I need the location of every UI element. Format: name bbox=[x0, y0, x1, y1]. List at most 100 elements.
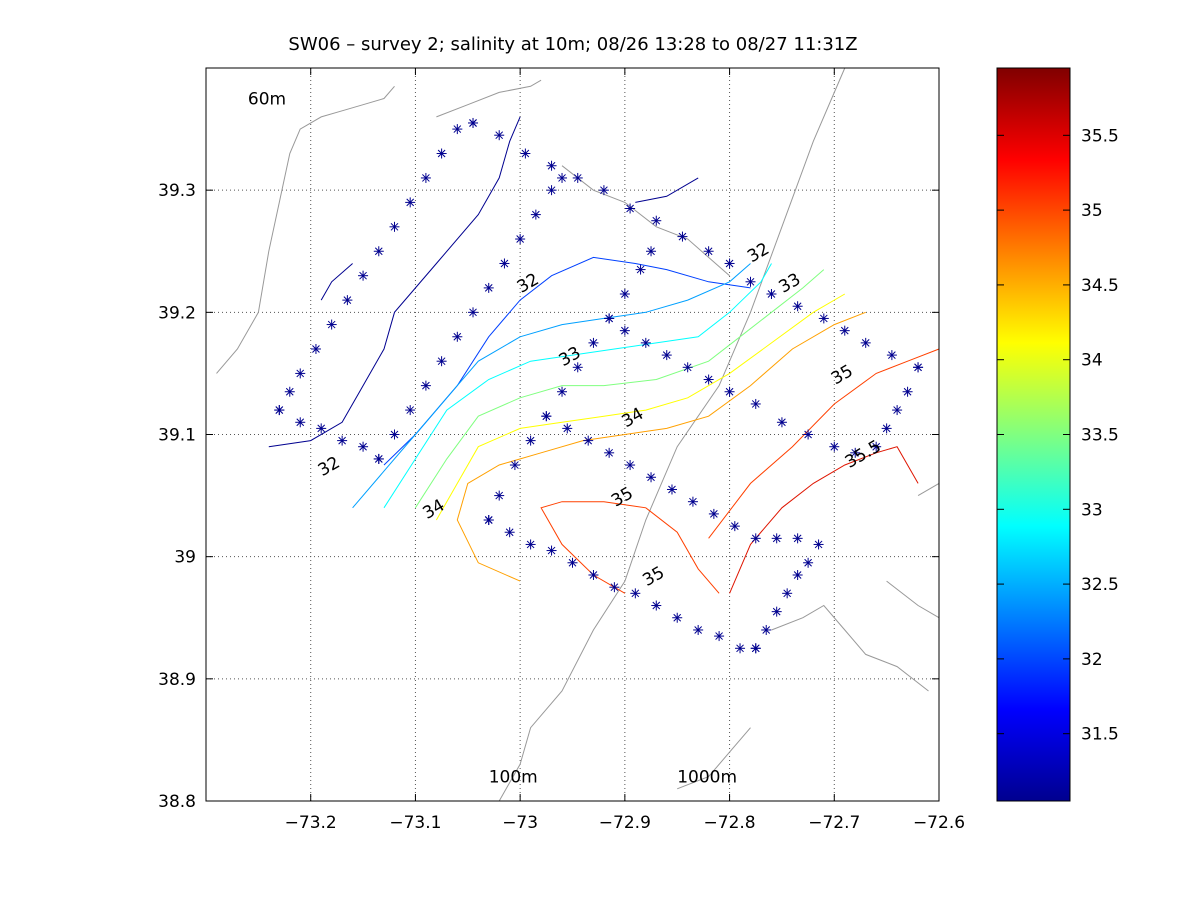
bathymetry-line bbox=[917, 482, 940, 497]
station-marker bbox=[604, 313, 615, 324]
station-marker bbox=[588, 569, 599, 580]
station-marker bbox=[619, 325, 630, 336]
contour-line-34 bbox=[435, 293, 846, 521]
colorbar-tick-label: 35.5 bbox=[1081, 126, 1119, 146]
station-marker bbox=[530, 209, 541, 220]
station-marker bbox=[771, 606, 782, 617]
y-tick-label: 39.1 bbox=[158, 426, 196, 446]
station-marker bbox=[625, 203, 636, 214]
y-tick-label: 39.3 bbox=[158, 181, 196, 201]
bathymetry-line bbox=[436, 79, 542, 118]
station-marker bbox=[651, 600, 662, 611]
station-marker bbox=[583, 435, 594, 446]
station-marker bbox=[635, 264, 646, 275]
contour-line-32-5 bbox=[352, 263, 751, 509]
station-marker bbox=[839, 325, 850, 336]
station-marker bbox=[708, 508, 719, 519]
station-marker bbox=[494, 490, 505, 501]
x-tick-label: −73 bbox=[502, 813, 538, 833]
contour-line-34-5 bbox=[456, 311, 866, 582]
station-marker bbox=[604, 447, 615, 458]
station-marker bbox=[813, 539, 824, 550]
station-marker bbox=[546, 160, 557, 171]
station-marker bbox=[420, 380, 431, 391]
station-marker bbox=[567, 557, 578, 568]
station-marker bbox=[468, 117, 479, 128]
station-marker bbox=[750, 398, 761, 409]
station-marker bbox=[792, 301, 803, 312]
station-marker bbox=[703, 374, 714, 385]
station-marker bbox=[792, 533, 803, 544]
station-marker bbox=[750, 643, 761, 654]
station-marker bbox=[405, 405, 416, 416]
contour-line-33-5 bbox=[414, 269, 825, 509]
station-marker bbox=[494, 130, 505, 141]
station-marker bbox=[572, 362, 583, 373]
station-marker bbox=[588, 337, 599, 348]
station-marker bbox=[619, 289, 630, 300]
chart-title: SW06 – survey 2; salinity at 10m; 08/26 … bbox=[288, 34, 857, 55]
station-marker bbox=[729, 521, 740, 532]
x-tick-label: −72.8 bbox=[704, 813, 756, 833]
station-marker bbox=[850, 447, 861, 458]
plot-background bbox=[206, 68, 939, 801]
station-marker bbox=[687, 496, 698, 507]
colorbar-gradient bbox=[996, 67, 1071, 802]
bathymetry-line bbox=[216, 85, 395, 374]
station-marker bbox=[881, 423, 892, 434]
station-marker bbox=[483, 515, 494, 526]
station-marker bbox=[546, 185, 557, 196]
y-tick-label: 38.8 bbox=[158, 792, 196, 812]
station-marker bbox=[525, 539, 536, 550]
x-tick-label: −73.1 bbox=[389, 813, 441, 833]
colorbar-tick-label: 33.5 bbox=[1081, 426, 1119, 446]
station-marker bbox=[829, 441, 840, 452]
station-marker bbox=[326, 319, 337, 330]
colorbar-tick-label: 34 bbox=[1081, 351, 1103, 371]
station-marker bbox=[572, 172, 583, 183]
station-marker bbox=[682, 362, 693, 373]
contour-line-31-5 bbox=[268, 116, 521, 448]
station-marker bbox=[892, 405, 903, 416]
station-marker bbox=[504, 527, 515, 538]
contour-line-35 bbox=[540, 501, 720, 594]
station-marker bbox=[646, 472, 657, 483]
station-marker bbox=[672, 612, 683, 623]
station-marker bbox=[342, 295, 353, 306]
colorbar-tick-label: 34.5 bbox=[1081, 276, 1119, 296]
station-marker bbox=[499, 258, 510, 269]
station-marker bbox=[693, 624, 704, 635]
station-marker bbox=[677, 231, 688, 242]
station-marker bbox=[640, 337, 651, 348]
station-marker bbox=[274, 405, 285, 416]
y-tick-label: 38.9 bbox=[158, 670, 196, 690]
station-marker bbox=[792, 569, 803, 580]
station-marker bbox=[724, 258, 735, 269]
station-marker bbox=[284, 386, 295, 397]
bathymetry-line bbox=[677, 727, 751, 790]
station-marker bbox=[714, 631, 725, 642]
station-marker bbox=[630, 588, 641, 599]
station-marker bbox=[782, 588, 793, 599]
station-marker bbox=[525, 435, 536, 446]
bathymetry-line bbox=[561, 165, 730, 277]
station-marker bbox=[646, 246, 657, 257]
x-tick-label: −72.7 bbox=[808, 813, 860, 833]
station-marker bbox=[436, 356, 447, 367]
station-marker bbox=[803, 429, 814, 440]
station-marker bbox=[316, 423, 327, 434]
station-marker bbox=[420, 172, 431, 183]
x-tick-label: −72.6 bbox=[913, 813, 965, 833]
station-marker bbox=[818, 313, 829, 324]
contour-line-31-5 bbox=[635, 177, 699, 203]
station-marker bbox=[295, 417, 306, 428]
station-marker bbox=[651, 215, 662, 226]
station-marker bbox=[389, 429, 400, 440]
station-marker bbox=[871, 441, 882, 452]
contour-line-35 bbox=[708, 348, 940, 539]
station-marker bbox=[452, 331, 463, 342]
station-marker bbox=[436, 148, 447, 159]
bathymetry-line bbox=[886, 580, 940, 619]
